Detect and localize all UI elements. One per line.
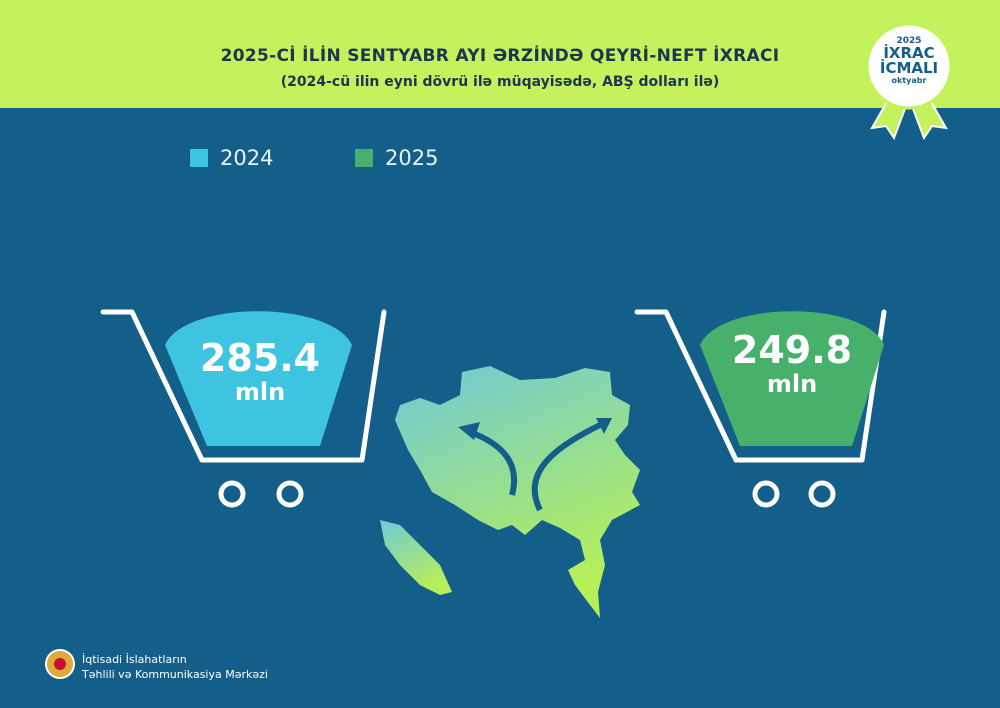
cart-2025 [634,309,887,508]
page-title: 2025-Cİ İLİN SENTYABR AYI ƏRZİNDƏ QEYRİ-… [220,46,780,66]
legend-label: 2025 [385,146,439,170]
legend-swatch-2024 [190,149,208,167]
badge-month: oktyabr [891,76,927,85]
unit-label: mln [766,370,818,398]
badge-year: 2025 [896,36,922,46]
badge: 2025 İXRAC İCMALI oktyabr [864,28,954,85]
legend-item-2024: 2024 [190,146,273,170]
value-label: 285.4 [199,336,321,380]
page-subtitle: (2024-cü ilin eyni dövrü ilə müqayisədə,… [280,74,720,90]
header-band: 2025-Cİ İLİN SENTYABR AYI ƏRZİNDƏ QEYRİ-… [0,0,1000,108]
value-2025: 249.8 mln [697,330,887,398]
badge-line2: İCMALI [879,59,939,77]
azerbaijan-map [395,366,640,618]
footer-line1: İqtisadi İslahatların [82,653,187,666]
badge-line1: İXRAC [883,44,935,62]
arrow-left-icon [468,429,518,496]
bar-2024 [165,311,352,446]
bar-2025 [700,311,884,446]
nakhchivan-map [380,520,452,595]
footer-organization: İqtisadi İslahatların Təhlili və Kommuni… [82,652,268,682]
arrow-right-icon [531,422,602,512]
value-label: 249.8 [731,328,853,372]
unit-label: mln [234,378,286,406]
value-2024: 285.4 mln [165,338,355,406]
footer-line2: Təhlili və Kommunikasiya Mərkəzi [82,668,268,681]
legend-swatch-2025 [355,149,373,167]
badge-ribbon-icon [865,22,953,141]
legend-item-2025: 2025 [355,146,438,170]
legend-label: 2024 [220,146,274,170]
cart-2024 [100,309,387,508]
